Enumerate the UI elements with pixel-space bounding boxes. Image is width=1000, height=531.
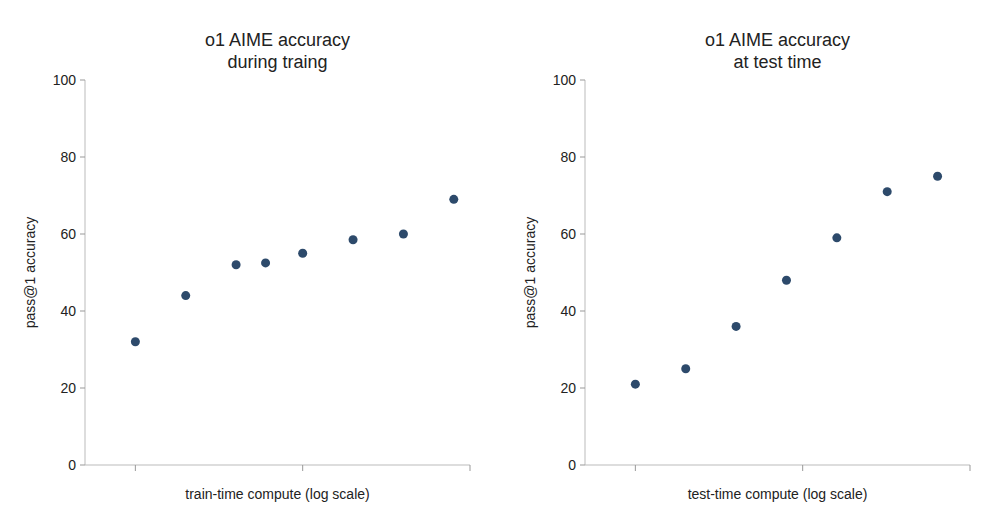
y-tick xyxy=(80,157,85,158)
y-tick-label: 60 xyxy=(560,226,576,242)
page: {"chart_data": [ {"type": "scatter", "ti… xyxy=(0,0,1000,531)
y-tick xyxy=(580,311,585,312)
point xyxy=(298,249,307,258)
y-tick-label: 80 xyxy=(560,149,576,165)
point xyxy=(449,195,458,204)
y-tick-label: 80 xyxy=(60,149,76,165)
panel: o1 AIME accuracyat test time 0 20 40 60 80 100… xyxy=(522,30,970,502)
y-tick-label: 40 xyxy=(60,303,76,319)
panel: o1 AIME accuracyduring traing 0 20 40 60 80 10… xyxy=(22,30,470,502)
title-line: o1 AIME accuracy xyxy=(205,30,350,50)
y-tick xyxy=(80,311,85,312)
point xyxy=(681,364,690,373)
point xyxy=(261,258,270,267)
point xyxy=(399,230,408,239)
point xyxy=(732,322,741,331)
y-tick xyxy=(80,388,85,389)
title-line: during traing xyxy=(227,52,327,72)
x-tick xyxy=(470,465,471,471)
x-axis-label: test-time compute (log scale) xyxy=(688,486,868,502)
point xyxy=(181,291,190,300)
y-tick xyxy=(80,465,85,466)
x-tick xyxy=(802,465,803,471)
y-tick xyxy=(580,388,585,389)
y-tick xyxy=(80,234,85,235)
y-tick-label: 0 xyxy=(568,457,576,473)
x-tick xyxy=(135,465,136,471)
point xyxy=(131,337,140,346)
y-tick xyxy=(580,157,585,158)
y-axis-line xyxy=(585,80,586,465)
title-line: o1 AIME accuracy xyxy=(705,30,850,50)
title-line: at test time xyxy=(733,52,821,72)
x-axis-label: train-time compute (log scale) xyxy=(185,486,369,502)
y-tick xyxy=(580,465,585,466)
x-tick xyxy=(302,465,303,471)
y-tick xyxy=(580,234,585,235)
y-tick-label: 100 xyxy=(53,72,77,88)
point xyxy=(349,235,358,244)
y-tick-label: 20 xyxy=(560,380,576,396)
point xyxy=(782,276,791,285)
point xyxy=(832,233,841,242)
x-axis-line xyxy=(585,465,970,466)
point xyxy=(631,380,640,389)
x-tick xyxy=(970,465,971,471)
y-tick xyxy=(80,80,85,81)
y-axis-line xyxy=(85,80,86,465)
y-axis-label: pass@1 accuracy xyxy=(22,217,38,328)
point xyxy=(883,187,892,196)
points xyxy=(131,195,458,346)
y-tick-label: 20 xyxy=(60,380,76,396)
y-tick-label: 60 xyxy=(60,226,76,242)
x-axis-line xyxy=(85,465,470,466)
point xyxy=(232,260,241,269)
y-tick-label: 0 xyxy=(68,457,76,473)
title: o1 AIME accuracyat test time xyxy=(705,30,850,72)
y-tick-label: 40 xyxy=(560,303,576,319)
points xyxy=(631,172,942,389)
y-axis-label: pass@1 accuracy xyxy=(522,217,538,328)
y-tick xyxy=(580,80,585,81)
figure: o1 AIME accuracyduring traing02040608010… xyxy=(0,0,1000,531)
y-tick-label: 100 xyxy=(553,72,577,88)
title: o1 AIME accuracyduring traing xyxy=(205,30,350,72)
point xyxy=(933,172,942,181)
x-tick xyxy=(635,465,636,471)
